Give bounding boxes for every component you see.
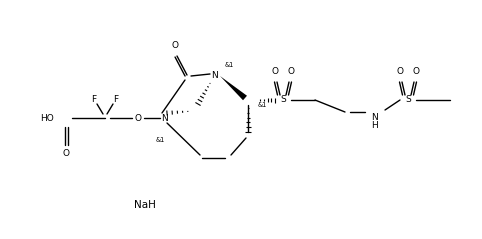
Text: HO: HO — [40, 114, 54, 123]
Text: N: N — [161, 114, 168, 123]
Text: S: S — [405, 96, 411, 104]
Text: O: O — [63, 148, 69, 158]
Text: O: O — [287, 66, 295, 76]
Text: &1: &1 — [258, 102, 267, 108]
Text: N: N — [372, 113, 378, 121]
Text: &1: &1 — [225, 62, 234, 68]
Text: H: H — [372, 121, 378, 130]
Text: S: S — [280, 96, 286, 104]
Text: &1: &1 — [155, 137, 165, 143]
Polygon shape — [220, 76, 247, 100]
Text: O: O — [413, 66, 419, 76]
Text: NaH: NaH — [134, 200, 156, 210]
Text: N: N — [212, 71, 218, 80]
Text: O: O — [271, 66, 279, 76]
Text: O: O — [172, 40, 178, 49]
Text: O: O — [397, 66, 403, 76]
Text: O: O — [134, 114, 142, 123]
Text: F: F — [92, 94, 96, 103]
Text: F: F — [113, 94, 119, 103]
